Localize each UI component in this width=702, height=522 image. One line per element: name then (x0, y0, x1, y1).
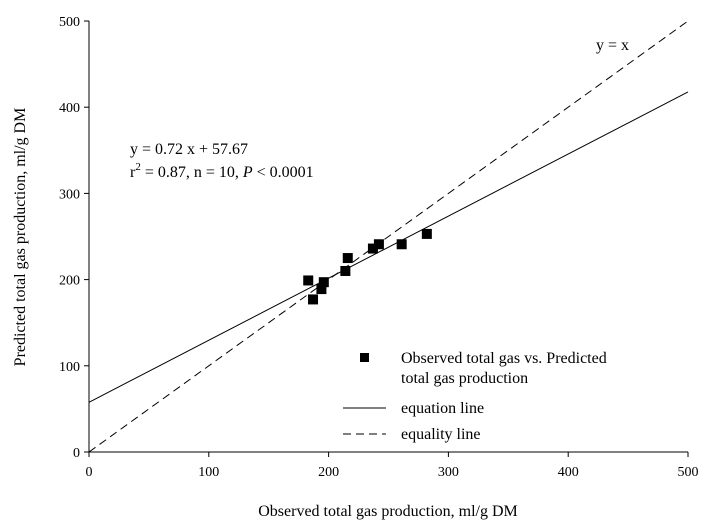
y-tick-label: 400 (59, 101, 80, 116)
equation-line (88, 91, 689, 403)
stats-annotation: r2 = 0.87, n = 10, P < 0.0001 (130, 161, 314, 181)
legend-marker-square (360, 353, 369, 362)
legend-label-points-line2: total gas production (401, 370, 528, 387)
x-tick-label: 100 (198, 465, 219, 480)
y-axis-title: Predicted total gas production, ml/g DM (12, 108, 29, 367)
y-tick-label: 100 (59, 360, 80, 375)
data-point (303, 275, 314, 286)
data-point (367, 243, 378, 254)
identity-line-label: y = x (596, 37, 629, 54)
data-point (318, 277, 329, 288)
x-tick-label: 500 (678, 465, 699, 480)
legend-label-points: Observed total gas vs. Predicted total g… (401, 350, 611, 387)
legend-label-equality-line: equality line (401, 426, 481, 443)
legend: Observed total gas vs. Predicted total g… (343, 350, 611, 443)
axes (84, 20, 689, 457)
data-point (342, 253, 353, 264)
tick-labels: 0 100 200 300 400 500 0 100 200 300 400 500 (59, 15, 699, 480)
stats-p: P (242, 164, 253, 181)
legend-label-points-line1: Observed total gas vs. Predicted (401, 350, 607, 367)
legend-label-equation-line: equation line (401, 400, 484, 417)
stats-r: r (130, 164, 136, 181)
data-point (396, 239, 407, 250)
x-tick-label: 200 (318, 465, 339, 480)
stats-end: < 0.0001 (253, 164, 314, 181)
stats-middle: = 0.87, n = 10, (141, 164, 243, 181)
equality-line (88, 20, 689, 453)
data-point (340, 265, 351, 276)
data-point (373, 239, 384, 250)
plot-area: 0 100 200 300 400 500 0 100 200 300 400 500 (59, 15, 699, 480)
x-axis-title: Observed total gas production, ml/g DM (258, 503, 518, 520)
y-tick-label: 200 (59, 274, 80, 289)
y-tick-label: 300 (59, 187, 80, 202)
data-point (308, 294, 319, 305)
x-tick-label: 0 (86, 465, 93, 480)
stats-r-superscript: 2 (135, 161, 141, 173)
x-tick-label: 300 (438, 465, 459, 480)
data-point (316, 284, 327, 295)
equation-annotation: y = 0.72 x + 57.67 (130, 141, 248, 158)
y-tick-label: 0 (73, 446, 80, 461)
y-tick-label: 500 (59, 15, 80, 30)
x-tick-label: 400 (558, 465, 579, 480)
data-points (303, 228, 432, 305)
regression-lines (88, 20, 689, 453)
data-point (421, 228, 432, 239)
